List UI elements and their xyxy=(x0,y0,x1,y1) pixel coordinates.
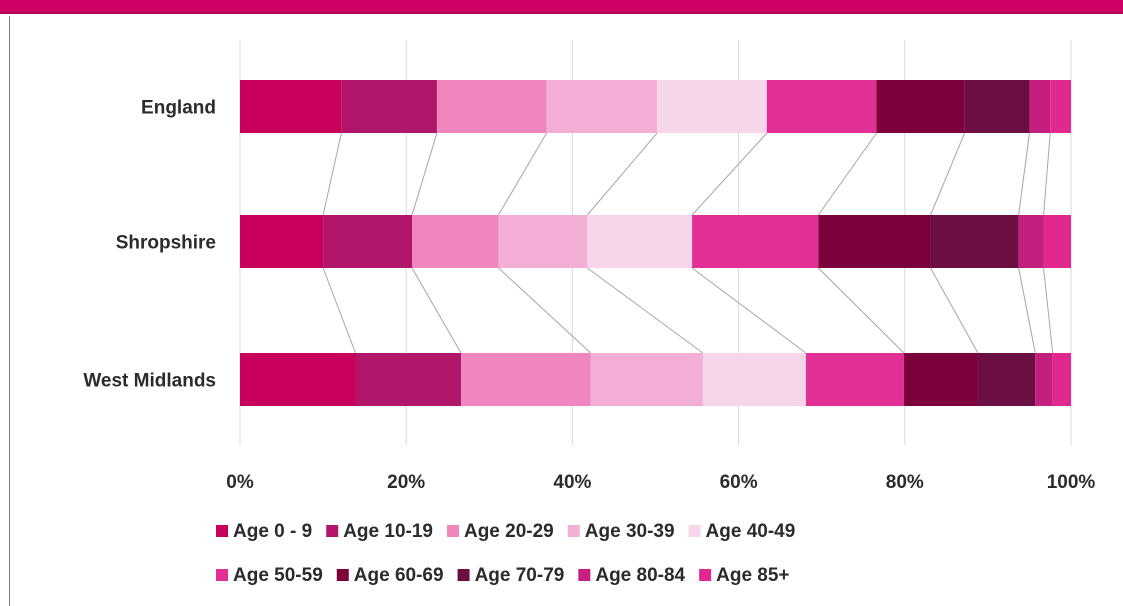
x-tick-label: 80% xyxy=(886,472,924,493)
bars xyxy=(240,80,1071,406)
bar-segment xyxy=(240,353,356,406)
bar-segment xyxy=(977,353,1036,406)
bar-segment xyxy=(587,215,693,268)
bar-segment xyxy=(964,80,1030,133)
bar-segment xyxy=(1018,215,1044,268)
bar-segment xyxy=(355,353,462,406)
series-line xyxy=(691,267,807,354)
series-line xyxy=(1018,132,1030,216)
legend-label: Age 85+ xyxy=(716,565,789,586)
bar-segment xyxy=(1035,353,1053,406)
bar-segment xyxy=(436,80,547,133)
legend-label: Age 0 - 9 xyxy=(233,521,312,542)
bar-segment xyxy=(818,215,931,268)
series-line xyxy=(498,132,548,216)
legend-swatch xyxy=(326,525,339,537)
series-line xyxy=(930,132,966,216)
legend-label: Age 60-69 xyxy=(354,565,444,586)
x-tick-label: 40% xyxy=(553,472,591,493)
legend-label: Age 10-19 xyxy=(343,521,433,542)
category-label: England xyxy=(141,98,216,119)
legend-swatch xyxy=(567,525,580,537)
legend-swatch xyxy=(578,569,591,581)
series-line xyxy=(411,132,438,216)
series-line xyxy=(322,132,342,216)
series-line xyxy=(1043,132,1051,216)
series-line xyxy=(586,132,658,216)
bar-segment xyxy=(692,215,819,268)
category-labels: England Shropshire West Midlands xyxy=(83,98,216,392)
legend-label: Age 80-84 xyxy=(595,565,685,586)
bar-segment xyxy=(590,353,703,406)
bar-segment xyxy=(498,215,588,268)
bar-segment xyxy=(766,80,877,133)
category-label: Shropshire xyxy=(116,233,216,254)
bar-segment xyxy=(323,215,413,268)
series-line xyxy=(498,267,592,354)
bar-segment xyxy=(702,353,806,406)
bar-segment xyxy=(412,215,499,268)
legend-label: Age 50-59 xyxy=(233,565,323,586)
legend-label: Age 20-29 xyxy=(464,521,554,542)
bar-segment xyxy=(1043,215,1071,268)
bar-segment xyxy=(930,215,1019,268)
series-line xyxy=(818,267,905,354)
legend-swatch xyxy=(336,569,349,581)
bar-segment xyxy=(341,80,437,133)
bar-segment xyxy=(240,215,324,268)
legend-swatch xyxy=(216,525,228,537)
bar-segment xyxy=(1029,80,1051,133)
bar-segment xyxy=(1052,353,1071,406)
x-axis-ticks: 0% 20% 40% 60% 80% 100% xyxy=(226,472,1095,493)
series-lines xyxy=(322,132,1054,354)
bar-segment xyxy=(657,80,767,133)
series-line xyxy=(691,132,768,216)
legend-swatch xyxy=(216,569,228,581)
series-line xyxy=(411,267,462,354)
series-line xyxy=(1018,267,1036,354)
legend-label: Age 40-49 xyxy=(706,521,796,542)
series-line xyxy=(1043,267,1054,354)
x-tick-label: 20% xyxy=(387,472,425,493)
bar-segment xyxy=(461,353,591,406)
series-line xyxy=(587,267,704,354)
legend: Age 0 - 9 Age 10-19 Age 20-29 Age 30-39 Age … xyxy=(216,521,795,586)
left-border xyxy=(9,16,10,606)
legend-swatch xyxy=(688,525,701,537)
bar-segment xyxy=(240,80,342,133)
bar-segment xyxy=(805,353,904,406)
series-line xyxy=(817,132,877,216)
series-line xyxy=(322,267,356,354)
x-tick-label: 0% xyxy=(226,472,254,493)
legend-label: Age 30-39 xyxy=(585,521,675,542)
x-tick-label: 100% xyxy=(1047,472,1096,493)
bar-segment xyxy=(1050,80,1071,133)
legend-label: Age 70-79 xyxy=(475,565,565,586)
bar-segment xyxy=(903,353,978,406)
category-label: West Midlands xyxy=(83,371,216,392)
legend-swatch xyxy=(446,525,459,537)
x-tick-label: 60% xyxy=(720,472,758,493)
bar-segment xyxy=(546,80,658,133)
legend-swatch xyxy=(699,569,712,581)
header-bar xyxy=(0,0,1123,14)
bar-segment xyxy=(876,80,965,133)
series-line xyxy=(930,267,979,354)
legend-swatch xyxy=(457,569,470,581)
